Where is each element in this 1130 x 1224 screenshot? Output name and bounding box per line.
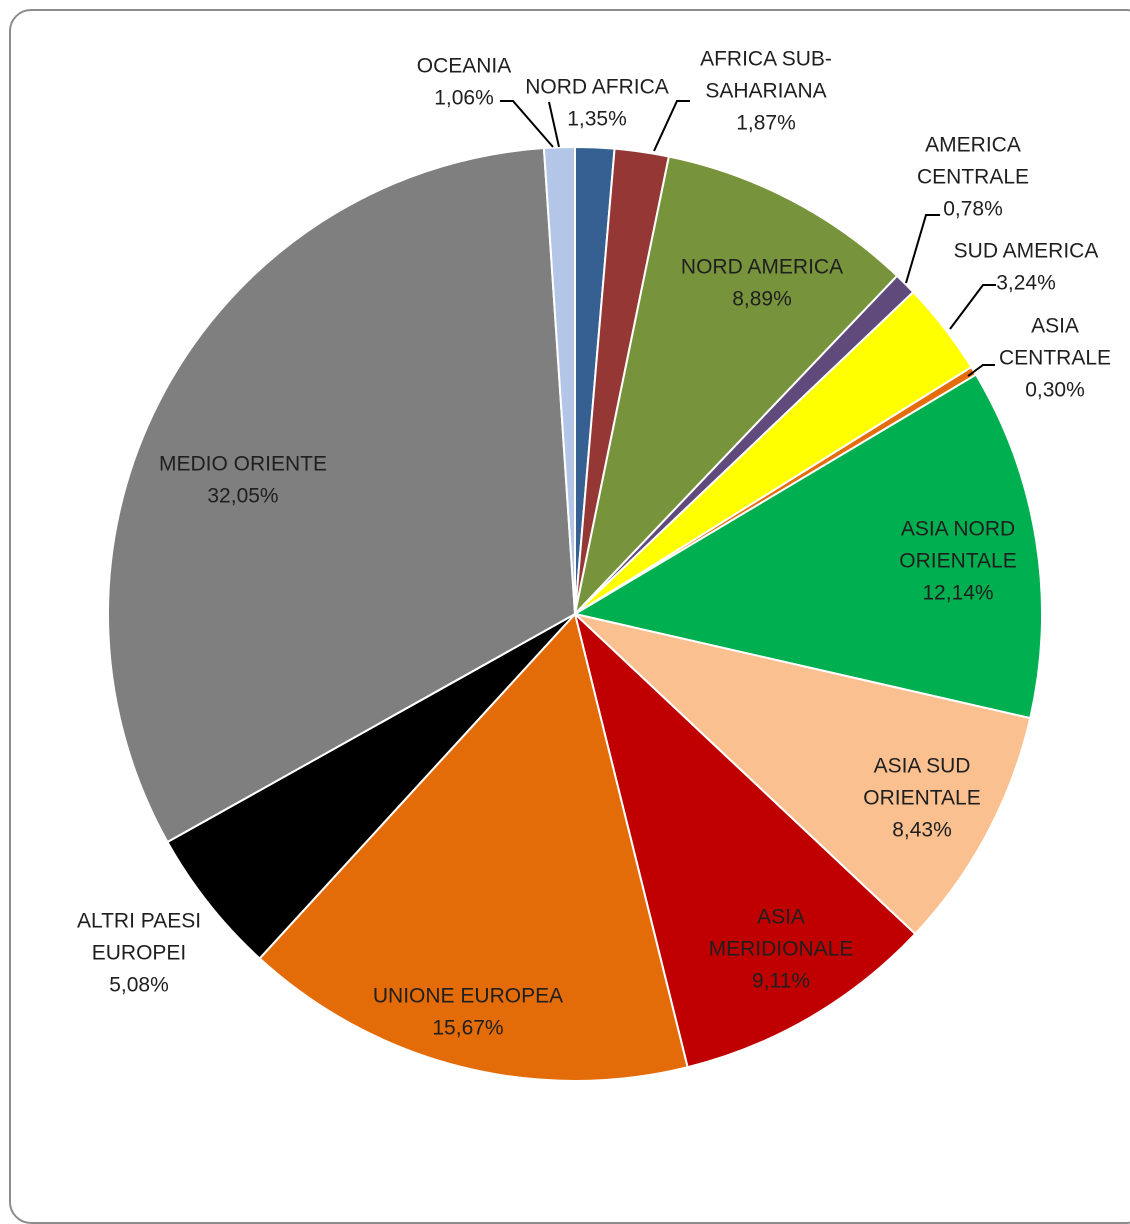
- slice-percent-asia-nord-orientale: 12,14%: [922, 582, 993, 605]
- leader-line-america-centrale: [905, 214, 940, 284]
- slice-name-asia-meridionale: ASIA: [757, 906, 805, 929]
- leader-line-nord-africa: [548, 101, 560, 148]
- slice-name-unione-europea: UNIONE EUROPEA: [373, 985, 563, 1008]
- slice-label-medio-oriente: MEDIO ORIENTE 32,05%: [159, 453, 327, 508]
- slice-percent-medio-oriente: 32,05%: [207, 485, 278, 508]
- slice-name-nord-america: NORD AMERICA: [681, 256, 843, 279]
- slice-name-altri-paesi-europei: ALTRI PAESI: [77, 910, 201, 933]
- slice-label-nord-africa: NORD AFRICA 1,35%: [525, 76, 669, 131]
- slice-percent-unione-europea: 15,67%: [432, 1017, 503, 1040]
- slice-name-asia-sud-orientale: ASIA SUD: [874, 755, 971, 778]
- pie-slices: [107, 145, 1043, 1082]
- slice-name-america-centrale: AMERICA: [925, 134, 1021, 157]
- slice-percent-oceania: 1,06%: [434, 87, 494, 110]
- slice-label-unione-europea: UNIONE EUROPEA 15,67%: [373, 985, 563, 1040]
- slice-name-africa-sub-sahariana: AFRICA SUB-: [700, 48, 832, 71]
- slice-name-asia-meridionale: MERIDIONALE: [709, 938, 854, 961]
- slice-label-nord-america: NORD AMERICA 8,89%: [681, 256, 843, 311]
- slice-name-america-centrale: CENTRALE: [917, 166, 1029, 189]
- pie-slice-asia-nord-orientale: [572, 373, 1043, 720]
- slice-name-altri-paesi-europei: EUROPEI: [92, 942, 187, 965]
- slice-percent-sud-america: 3,24%: [996, 272, 1056, 295]
- slice-name-asia-centrale: CENTRALE: [999, 347, 1111, 370]
- slice-percent-asia-sud-orientale: 8,43%: [892, 819, 952, 842]
- slice-name-asia-nord-orientale: ASIA NORD: [901, 518, 1015, 541]
- slice-name-medio-oriente: MEDIO ORIENTE: [159, 453, 327, 476]
- pie-slice-medio-oriente: [107, 146, 577, 844]
- slice-label-altri-paesi-europei: ALTRI PAESI EUROPEI 5,08%: [77, 910, 201, 997]
- slice-name-asia-nord-orientale: ORIENTALE: [899, 550, 1016, 573]
- slice-label-asia-meridionale: ASIA MERIDIONALE 9,11%: [709, 906, 854, 993]
- leader-line-oceania: [500, 100, 554, 148]
- pie-slice-asia-sud-orientale: [571, 612, 1032, 936]
- slice-percent-asia-centrale: 0,30%: [1025, 379, 1085, 402]
- slice-name-sud-america: SUD AMERICA: [954, 240, 1099, 263]
- slice-percent-altri-paesi-europei: 5,08%: [109, 974, 169, 997]
- slice-name-africa-sub-sahariana: SAHARIANA: [705, 80, 826, 103]
- slice-label-oceania: OCEANIA 1,06%: [417, 55, 512, 110]
- slice-label-africa-sub-sahariana: AFRICA SUB- SAHARIANA 1,87%: [700, 48, 832, 135]
- slice-percent-nord-africa: 1,35%: [567, 108, 627, 131]
- slice-percent-asia-meridionale: 9,11%: [752, 970, 810, 993]
- slice-label-america-centrale: AMERICA CENTRALE 0,78%: [917, 134, 1029, 221]
- leader-line-sud-america: [949, 284, 996, 330]
- slice-label-asia-sud-orientale: ASIA SUD ORIENTALE 8,43%: [863, 755, 980, 842]
- slice-name-oceania: OCEANIA: [417, 55, 512, 78]
- slice-label-asia-nord-orientale: ASIA NORD ORIENTALE 12,14%: [899, 518, 1016, 605]
- slice-name-asia-centrale: ASIA: [1031, 315, 1079, 338]
- slice-label-asia-centrale: ASIA CENTRALE 0,30%: [999, 315, 1111, 402]
- slice-labels: NORD AFRICA 1,35% AFRICA SUB- SAHARIANA 1,87…: [77, 48, 1111, 1040]
- pie-slice-nord-america: [573, 155, 899, 618]
- pie-slice-oceania: [542, 145, 576, 615]
- leader-line-asia-centrale: [967, 364, 995, 377]
- slice-percent-america-centrale: 0,78%: [943, 198, 1003, 221]
- slice-percent-africa-sub-sahariana: 1,87%: [736, 112, 796, 135]
- leader-line-africa-sub-sahariana: [653, 100, 690, 152]
- pie-slice-unione-europea: [258, 611, 689, 1082]
- pie-slice-altri-paesi-europei: [166, 613, 576, 960]
- slice-name-asia-sud-orientale: ORIENTALE: [863, 787, 980, 810]
- slice-percent-nord-america: 8,89%: [732, 288, 792, 311]
- slice-label-sud-america: SUD AMERICA 3,24%: [954, 240, 1099, 295]
- slice-name-nord-africa: NORD AFRICA: [525, 76, 669, 99]
